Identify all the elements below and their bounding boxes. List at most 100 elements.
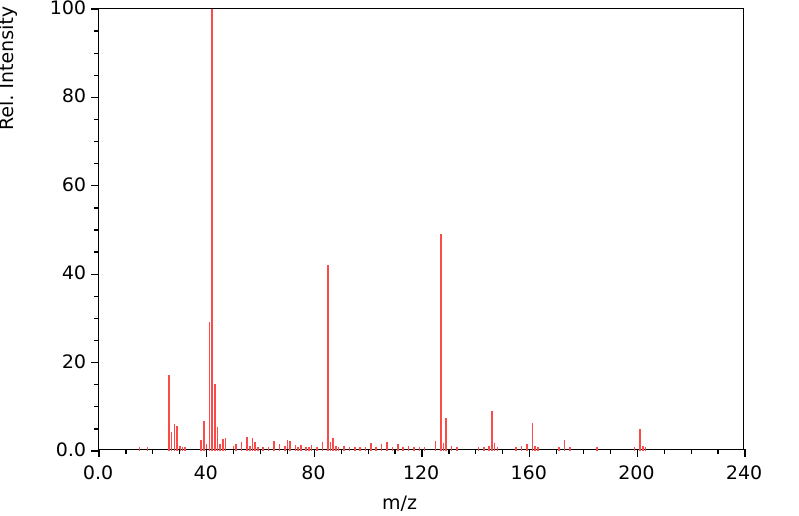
spectrum-peak — [254, 442, 256, 451]
x-tick-minor — [259, 449, 262, 454]
spectrum-peak — [396, 444, 399, 451]
spectrum-peak — [407, 445, 410, 451]
spectrum-peak — [536, 446, 539, 451]
x-tick-label: 160 — [510, 462, 547, 484]
spectrum-peak — [283, 445, 286, 451]
y-tick-label: 40 — [61, 262, 86, 285]
x-tick-label: 40 — [193, 462, 218, 484]
spectrum-peak — [170, 432, 173, 451]
x-tick-major — [98, 449, 100, 457]
spectrum-peak — [418, 447, 421, 451]
spectrum-peak — [203, 420, 205, 451]
y-tick-major — [91, 361, 99, 364]
spectrum-peak — [246, 436, 248, 451]
x-tick-minor — [663, 449, 665, 454]
y-tick-minor — [94, 229, 99, 231]
spectrum-peak — [329, 441, 332, 451]
spectrum-peak — [138, 446, 141, 451]
spectrum-peak — [353, 446, 356, 451]
y-tick-label: 100 — [49, 0, 86, 19]
y-tick-minor — [94, 428, 99, 430]
spectrum-peak — [596, 447, 598, 451]
spectrum-peak — [445, 417, 448, 451]
x-tick-label: 120 — [402, 462, 440, 484]
spectrum-peak — [146, 447, 149, 451]
x-tick-label: 80 — [301, 462, 326, 484]
x-axis-title: m/z — [382, 492, 417, 514]
y-tick-minor — [94, 30, 99, 32]
spectrum-peak — [563, 439, 566, 451]
spectrum-peak — [496, 446, 499, 451]
x-tick-minor — [232, 449, 235, 454]
y-tick-minor — [94, 251, 99, 253]
spectrum-peak — [644, 447, 647, 451]
spectrum-peak — [184, 447, 186, 451]
spectrum-peak — [531, 423, 534, 451]
spectrum-peak — [224, 437, 227, 451]
spectrum-peak — [491, 411, 493, 451]
y-tick-minor — [94, 295, 99, 297]
y-tick-minor — [94, 317, 99, 320]
x-tick-label: 200 — [618, 462, 655, 484]
spectrum-peak — [181, 446, 184, 451]
spectrum-peak — [526, 444, 528, 451]
x-tick-major — [206, 449, 208, 457]
spectrum-peak — [483, 446, 485, 451]
spectrum-peak — [434, 441, 437, 451]
spectrum-peak — [380, 443, 383, 451]
spectrum-peak — [200, 439, 203, 451]
spectrum-peak — [232, 445, 235, 451]
spectrum-peaks — [99, 9, 745, 451]
spectrum-peak — [173, 424, 176, 451]
y-tick-major — [91, 450, 99, 452]
spectrum-peak — [440, 234, 442, 451]
y-tick-major — [91, 185, 99, 187]
spectrum-peak — [569, 447, 571, 451]
x-tick-major — [421, 449, 423, 457]
y-tick-minor — [94, 207, 99, 209]
spectrum-peak — [208, 321, 211, 451]
spectrum-peak — [289, 441, 291, 451]
y-tick-minor — [94, 52, 99, 54]
x-tick-minor — [609, 449, 612, 454]
spectrum-peak — [178, 445, 181, 451]
spectrum-peak — [335, 446, 337, 451]
spectrum-peak — [488, 446, 491, 451]
x-tick-minor — [394, 449, 396, 454]
spectrum-peak — [262, 447, 264, 451]
spectrum-peak — [391, 447, 394, 451]
spectrum-peak — [216, 426, 219, 451]
spectrum-peak — [211, 9, 213, 451]
spectrum-peak — [168, 374, 170, 451]
y-tick-minor — [94, 406, 99, 408]
x-tick-minor — [367, 449, 369, 454]
x-tick-minor — [582, 449, 585, 454]
spectrum-peak — [321, 442, 324, 451]
spectrum-peak — [205, 444, 208, 451]
plot-area — [91, 8, 746, 457]
spectrum-peak — [235, 443, 238, 451]
y-tick-label: 80 — [61, 85, 86, 108]
x-tick-minor — [286, 449, 289, 454]
y-tick-minor — [94, 140, 99, 143]
y-tick-minor — [94, 118, 99, 121]
spectrum-peak — [450, 445, 453, 451]
x-tick-major — [744, 449, 746, 457]
y-tick-major — [91, 273, 99, 275]
y-tick-label: 20 — [61, 350, 86, 373]
spectrum-peak — [294, 444, 297, 451]
spectrum-peak — [477, 447, 480, 451]
x-tick-minor — [125, 449, 127, 454]
spectrum-peak — [456, 447, 458, 451]
spectrum-peak — [213, 383, 216, 451]
spectrum-peak — [442, 443, 445, 451]
y-tick-minor — [94, 163, 99, 165]
spectrum-peak — [558, 446, 561, 451]
spectrum-peak — [240, 442, 243, 451]
spectrum-peak — [278, 444, 281, 451]
spectrum-peak — [402, 447, 404, 451]
spectrum-peak — [639, 428, 641, 451]
spectrum-peak — [375, 446, 378, 451]
y-tick-minor — [94, 339, 99, 342]
